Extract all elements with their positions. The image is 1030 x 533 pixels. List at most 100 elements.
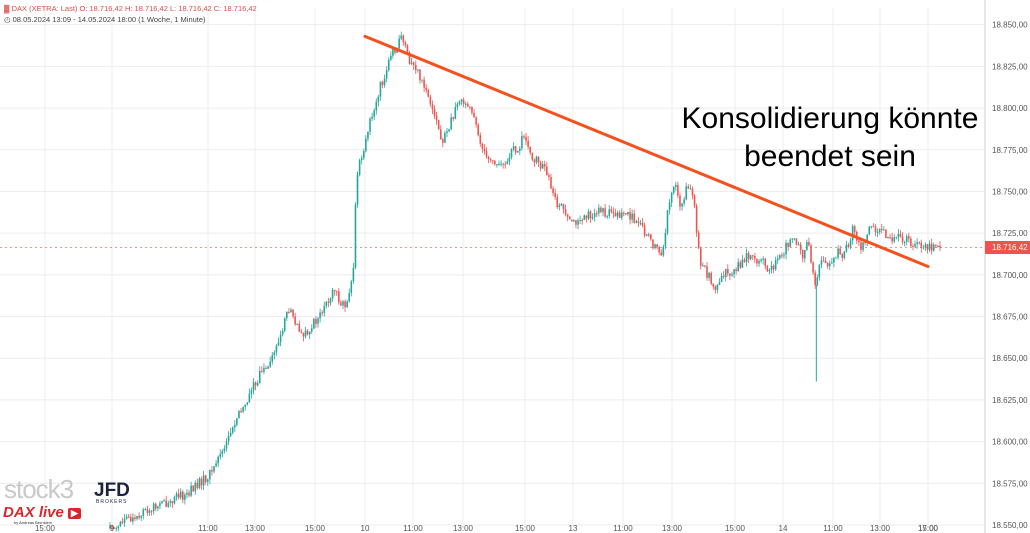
candle-body: [768, 269, 771, 272]
candle-body: [342, 301, 344, 306]
candle-body: [477, 124, 479, 136]
candle-body: [618, 212, 621, 218]
x-tick-label: 11:00: [403, 524, 423, 533]
candle-body: [464, 103, 467, 105]
candle-body: [371, 116, 373, 119]
daxlive-logo-sub: by Andreas Bernstein: [14, 520, 53, 525]
candle-body: [675, 184, 677, 187]
x-tick-label: 11:00: [823, 524, 843, 533]
candle-body: [358, 160, 361, 175]
candle-body: [652, 239, 654, 249]
candle-body: [808, 241, 810, 246]
candle-body: [895, 236, 898, 238]
candle-body: [196, 482, 199, 488]
candle-body: [870, 226, 873, 228]
candle-body: [323, 306, 326, 313]
x-tick-label: 15:00: [515, 524, 536, 533]
candle-body: [140, 516, 143, 518]
candle-body: [504, 164, 507, 166]
candle-body: [727, 268, 729, 274]
candle-body: [656, 244, 658, 248]
candle-body: [319, 312, 321, 319]
candle-body: [589, 211, 592, 219]
candle-body: [338, 291, 340, 303]
candle-body: [785, 242, 787, 255]
candle-body: [608, 209, 611, 217]
candle-body: [749, 255, 752, 260]
candle-body: [779, 255, 781, 259]
candle-body: [774, 260, 777, 270]
candle-body: [695, 205, 698, 233]
candle-body: [479, 135, 482, 144]
candle-body: [660, 252, 663, 256]
candle-body: [508, 157, 511, 162]
candle-body: [281, 330, 284, 335]
candle-body: [722, 275, 725, 278]
candle-body: [514, 146, 517, 153]
period-readout: 08.05.2024 13:09 - 14.05.2024 18:00 (1 W…: [12, 15, 206, 24]
candle-body: [677, 184, 679, 196]
candle-body: [899, 234, 902, 237]
y-axis: 18.550,00 18.575,00 18.600,00 18.625,00 18.6…: [992, 21, 1028, 530]
y-tick-label: 18.725,00: [992, 229, 1028, 238]
candle-body: [163, 500, 165, 502]
y-tick-label: 18.550,00: [992, 521, 1028, 530]
candle-body: [812, 262, 814, 273]
candle-body: [398, 38, 400, 49]
candle-body: [331, 289, 334, 299]
candle-body: [916, 242, 918, 245]
candle-body: [824, 260, 827, 264]
candle-body: [583, 215, 586, 221]
candle-body: [664, 232, 667, 247]
candle-body: [751, 255, 754, 257]
y-tick-label: 18.700,00: [992, 271, 1028, 280]
x-tick-label: 11:00: [198, 524, 218, 533]
candle-body: [256, 383, 259, 386]
candle-body: [127, 516, 130, 518]
candle-body: [585, 215, 588, 219]
candle-body: [878, 228, 881, 233]
candle-body: [789, 239, 792, 247]
candle-body: [244, 404, 247, 408]
candle-body: [914, 244, 916, 247]
candle-body: [202, 475, 205, 486]
candle-body: [157, 506, 159, 509]
candle-body: [901, 236, 904, 242]
candle-body: [658, 247, 660, 253]
candle-body: [625, 213, 627, 215]
candle-body: [739, 262, 742, 268]
candle-body: [234, 424, 236, 428]
candle-body: [930, 243, 933, 251]
candle-body: [277, 342, 280, 346]
candle-body: [510, 149, 513, 158]
candle-body: [581, 220, 584, 222]
candle-body: [348, 292, 351, 302]
candle-body: [165, 500, 167, 507]
candle-body: [620, 212, 623, 218]
candle-body: [760, 259, 762, 261]
x-axis: 15:00 9 11:00 13:00 15:00 10 11:00 13:00 15:00 13…: [35, 524, 939, 533]
candle-body: [912, 246, 914, 248]
candle-body: [296, 323, 299, 325]
candle-body: [446, 131, 448, 134]
candle-body: [843, 251, 846, 258]
candle-body: [791, 238, 794, 240]
candle-body: [458, 101, 461, 105]
candle-body: [860, 242, 862, 250]
candle-body: [142, 509, 145, 517]
candle-body: [375, 101, 378, 111]
candle-body: [138, 515, 140, 518]
candle-body: [506, 161, 509, 165]
candle-body: [539, 162, 542, 169]
trend-line[interactable]: [363, 34, 930, 268]
candle-body: [173, 496, 176, 504]
candle-body: [325, 301, 328, 307]
candle-body: [535, 156, 538, 163]
candle-body: [194, 482, 197, 492]
candle-body: [839, 248, 841, 255]
candle-body: [400, 35, 403, 39]
candle-body: [745, 253, 748, 262]
candle-body: [121, 521, 124, 523]
candle-body: [627, 211, 629, 215]
